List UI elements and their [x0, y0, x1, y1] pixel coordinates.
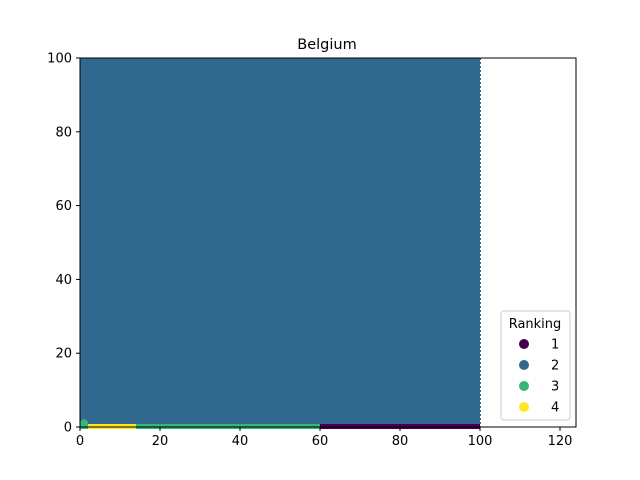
- legend-marker-2: [519, 360, 529, 370]
- x-tick-label-4: 80: [392, 434, 409, 449]
- x-tick-label-6: 120: [548, 434, 573, 449]
- x-tick-label-1: 20: [152, 434, 169, 449]
- chart-title: Belgium: [297, 37, 356, 53]
- y-tick-label-4: 80: [55, 125, 72, 140]
- y-tick-label-1: 20: [55, 347, 72, 362]
- series-3-point-0: [80, 419, 88, 428]
- x-tick-label-5: 100: [468, 434, 493, 449]
- y-tick-label-0: 0: [64, 421, 72, 436]
- legend-label-1: 1: [551, 338, 559, 353]
- legend-title: Ranking: [509, 317, 562, 332]
- legend-marker-3: [519, 381, 529, 391]
- legend-label-2: 2: [551, 359, 559, 374]
- y-tick-label-5: 100: [47, 52, 72, 67]
- x-tick-label-0: 0: [76, 434, 84, 449]
- y-tick-label-3: 60: [55, 199, 72, 214]
- x-tick-label-2: 40: [232, 434, 249, 449]
- x-axis: 0 20 40 60 80 100 120: [76, 427, 573, 449]
- x-tick-label-3: 60: [312, 434, 329, 449]
- legend-box: [500, 310, 571, 421]
- plot-area: [80, 58, 481, 429]
- y-tick-label-2: 40: [55, 273, 72, 288]
- legend-marker-4: [519, 402, 529, 412]
- plot-frame: [79, 57, 577, 428]
- legend-label-4: 4: [551, 401, 559, 416]
- series-2-region: [80, 58, 480, 427]
- legend-marker-1: [519, 339, 529, 349]
- legend: Ranking 1 2 3 4: [500, 310, 571, 421]
- legend-label-3: 3: [551, 380, 559, 395]
- y-axis: 0 20 40 60 80 100: [47, 52, 80, 436]
